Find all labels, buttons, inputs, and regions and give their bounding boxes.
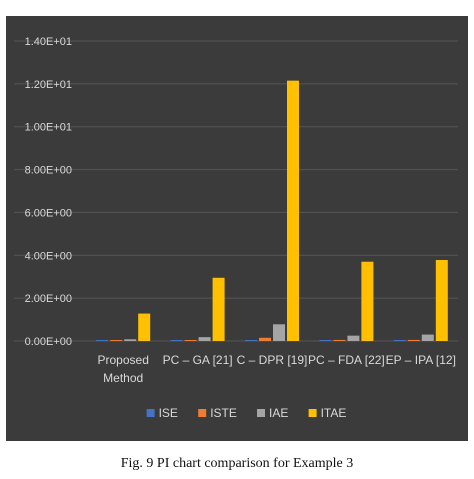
bar-iste-2 xyxy=(259,337,271,341)
y-tick-label: 0.00E+00 xyxy=(25,336,72,348)
x-axis-category-labels: Proposed Method PC – GA [21] C – DPR [19] PC… xyxy=(98,353,456,385)
y-tick-label: 8.00E+00 xyxy=(25,165,72,177)
bar-ise-4 xyxy=(393,340,406,341)
legend-swatch-itae xyxy=(308,409,317,417)
bar-ise-1 xyxy=(170,340,183,341)
legend: ISE ISTE IAE ITAE xyxy=(146,406,347,420)
bar-itae-1 xyxy=(212,277,225,341)
y-tick-label: 1.00E+01 xyxy=(25,122,72,134)
legend-swatch-iae xyxy=(257,409,265,417)
y-tick-label: 1.20E+01 xyxy=(25,79,72,91)
bar-iste-0 xyxy=(110,340,123,341)
y-tick-label: 1.40E+01 xyxy=(25,36,72,48)
bar-itae-3 xyxy=(361,261,374,341)
gridlines xyxy=(14,40,458,342)
x-category-label: EP – IPA [12] xyxy=(386,353,456,367)
legend-label-iste: ISTE xyxy=(210,406,237,420)
x-category-label: C – DPR [19] xyxy=(237,353,308,367)
x-category-label: Proposed Method xyxy=(98,353,149,385)
y-tick-label: 2.00E+00 xyxy=(25,293,72,305)
legend-label-itae: ITAE xyxy=(321,406,347,420)
cropped-text-fragment xyxy=(0,0,474,6)
x-category-label: PC – FDA [22] xyxy=(308,353,385,367)
x-category-label: PC – GA [21] xyxy=(163,353,233,367)
chart-panel: 0.00E+00 2.00E+00 4.00E+00 6.00E+00 8.00E+00… xyxy=(6,16,468,441)
bar-iste-3 xyxy=(333,339,346,341)
y-axis-tick-labels: 0.00E+00 2.00E+00 4.00E+00 6.00E+00 8.00E+00… xyxy=(25,36,72,348)
bar-iae-4 xyxy=(421,334,434,341)
pi-bar-chart: 0.00E+00 2.00E+00 4.00E+00 6.00E+00 8.00E+00… xyxy=(14,36,458,420)
bar-iae-2 xyxy=(273,324,285,341)
bar-ise-0 xyxy=(96,340,109,341)
bar-ise-3 xyxy=(319,340,332,341)
figure-caption: Fig. 9 PI chart comparison for Example 3 xyxy=(120,456,354,471)
bar-itae-2 xyxy=(287,80,299,342)
bar-iae-3 xyxy=(347,335,360,341)
bar-ise-2 xyxy=(245,340,257,341)
bar-iste-4 xyxy=(407,339,420,341)
bar-itae-0 xyxy=(138,313,151,341)
bar-iste-1 xyxy=(184,340,197,341)
legend-label-iae: IAE xyxy=(269,406,288,420)
bar-itae-4 xyxy=(435,260,448,341)
y-tick-label: 4.00E+00 xyxy=(25,250,72,262)
legend-swatch-iste xyxy=(198,409,207,417)
legend-swatch-ise xyxy=(146,409,155,417)
legend-label-ise: ISE xyxy=(159,406,178,420)
bar-iae-1 xyxy=(198,337,211,341)
y-tick-label: 6.00E+00 xyxy=(25,207,72,219)
bars xyxy=(96,80,448,342)
bar-iae-0 xyxy=(124,339,137,341)
